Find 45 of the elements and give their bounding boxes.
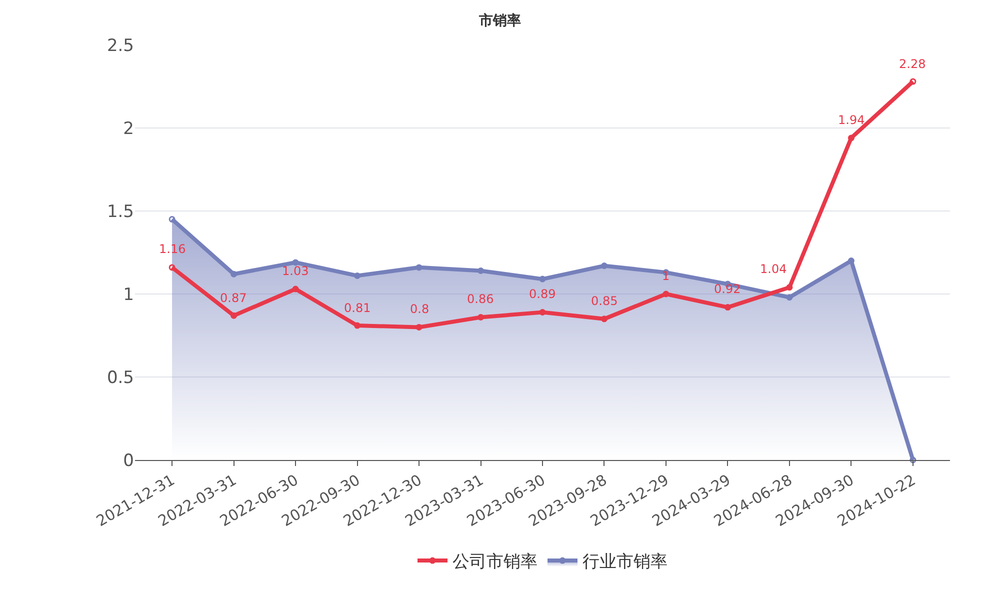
point [910, 78, 916, 85]
point [786, 294, 793, 301]
y-tick-label: 2 [123, 118, 134, 139]
data-label: 0.87 [220, 291, 247, 305]
point [292, 286, 299, 292]
point [786, 284, 793, 291]
point [724, 304, 731, 311]
point [230, 312, 238, 319]
data-label: 0.89 [529, 287, 556, 301]
data-label: 1 [662, 269, 670, 283]
y-tick-label: 0.5 [106, 368, 134, 388]
point [600, 316, 608, 322]
data-label: 2.28 [899, 57, 926, 71]
point [168, 216, 176, 223]
y-tick-label: 1 [123, 284, 134, 305]
legend-label: 行业市销率 [582, 552, 668, 572]
data-label: 0.8 [410, 302, 430, 316]
data-label: 1.94 [838, 113, 865, 127]
point [539, 276, 546, 282]
data-label: 0.81 [344, 301, 371, 315]
point [354, 322, 361, 329]
point [416, 324, 422, 330]
point [662, 290, 670, 298]
point [230, 270, 238, 278]
point [354, 272, 361, 279]
chart-title: 市销率 [478, 12, 521, 29]
point [416, 264, 422, 271]
legend-label: 公司市销率 [452, 552, 538, 572]
data-label: 1.03 [282, 264, 309, 278]
point [478, 268, 484, 274]
data-label: 0.92 [714, 282, 741, 296]
point [539, 309, 546, 316]
point [168, 264, 176, 271]
y-tick-label: 0 [123, 450, 134, 471]
data-label: 1.04 [760, 262, 787, 276]
data-label: 0.86 [467, 292, 494, 306]
point [848, 134, 854, 142]
point [910, 456, 916, 464]
y-tick-label: 2.5 [106, 36, 134, 56]
data-label: 0.85 [591, 294, 618, 308]
data-label: 1.16 [159, 242, 186, 256]
point [292, 259, 299, 266]
point [600, 262, 608, 270]
y-tick-label: 1.5 [106, 202, 134, 222]
point [478, 314, 484, 320]
